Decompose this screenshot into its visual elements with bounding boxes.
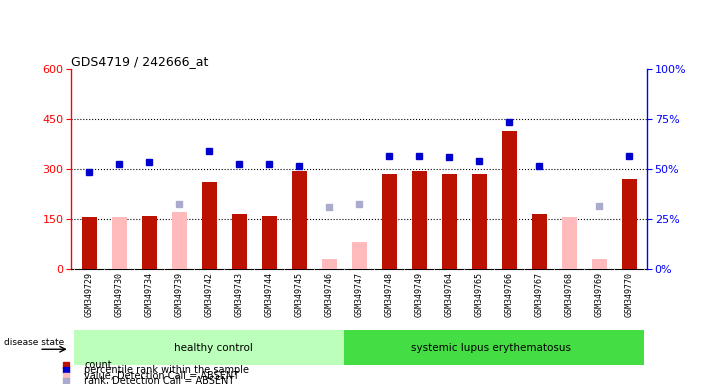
Bar [82, 217, 97, 269]
Text: GSM349766: GSM349766 [505, 272, 513, 317]
Text: GSM349768: GSM349768 [565, 272, 574, 317]
Text: rank, Detection Call = ABSENT: rank, Detection Call = ABSENT [85, 376, 235, 384]
Text: percentile rank within the sample: percentile rank within the sample [85, 366, 250, 376]
Text: value, Detection Call = ABSENT: value, Detection Call = ABSENT [85, 371, 240, 381]
Text: GSM349747: GSM349747 [355, 272, 363, 317]
Text: GSM349729: GSM349729 [85, 272, 94, 317]
Text: GSM349743: GSM349743 [235, 272, 244, 317]
Bar [74, 330, 344, 365]
Bar [442, 174, 456, 269]
Bar [292, 170, 306, 269]
Bar [592, 259, 606, 269]
Bar [532, 214, 547, 269]
Text: GSM349748: GSM349748 [385, 272, 394, 317]
Text: GSM349765: GSM349765 [474, 272, 483, 317]
Text: GSM349734: GSM349734 [144, 272, 154, 317]
Text: count: count [85, 360, 112, 370]
Bar [562, 217, 577, 269]
Bar [202, 182, 217, 269]
Bar [382, 174, 397, 269]
Text: GSM349770: GSM349770 [624, 272, 634, 317]
Text: GSM349746: GSM349746 [324, 272, 333, 317]
Text: healthy control: healthy control [174, 343, 253, 353]
Text: GSM349730: GSM349730 [114, 272, 124, 317]
Text: GSM349767: GSM349767 [535, 272, 543, 317]
Text: GSM349739: GSM349739 [175, 272, 183, 317]
Bar [141, 215, 156, 269]
Text: GSM349745: GSM349745 [294, 272, 304, 317]
Text: GSM349742: GSM349742 [205, 272, 213, 317]
Bar [321, 259, 336, 269]
Bar [171, 212, 186, 269]
Text: GSM349744: GSM349744 [264, 272, 274, 317]
Text: GSM349769: GSM349769 [594, 272, 604, 317]
Bar [412, 170, 427, 269]
Text: disease state: disease state [4, 338, 64, 347]
Bar [112, 217, 127, 269]
Bar [262, 215, 277, 269]
Text: systemic lupus erythematosus: systemic lupus erythematosus [411, 343, 571, 353]
Bar [621, 179, 636, 269]
Text: GSM349749: GSM349749 [415, 272, 424, 317]
Bar [501, 131, 516, 269]
Bar [232, 214, 247, 269]
Text: GDS4719 / 242666_at: GDS4719 / 242666_at [71, 55, 208, 68]
Bar [471, 174, 486, 269]
Bar [351, 242, 367, 269]
Bar [344, 330, 644, 365]
Text: GSM349764: GSM349764 [444, 272, 454, 317]
